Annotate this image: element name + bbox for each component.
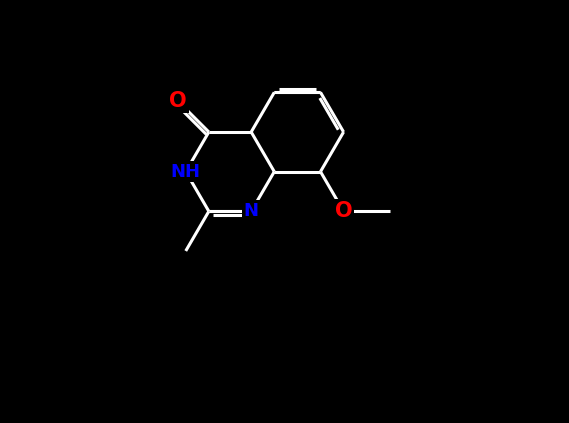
Text: N: N xyxy=(244,202,259,220)
Text: O: O xyxy=(169,91,187,111)
Text: O: O xyxy=(335,201,352,221)
Text: NH: NH xyxy=(171,163,201,181)
